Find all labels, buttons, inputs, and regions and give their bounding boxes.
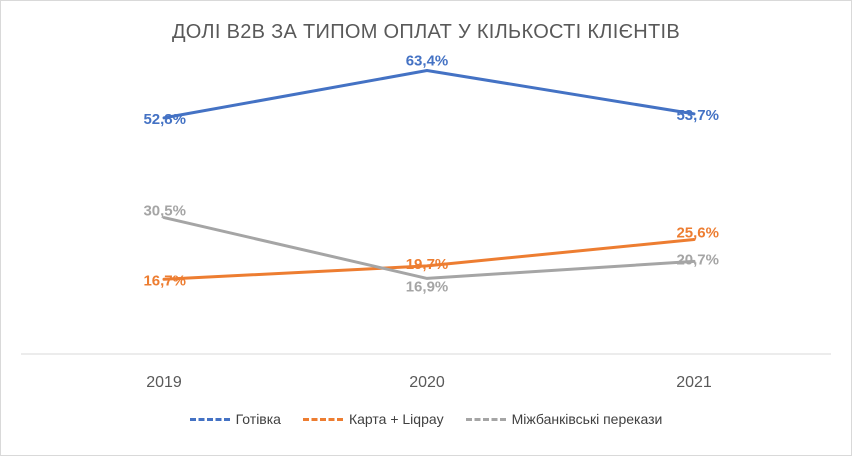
data-label: 16,9%: [406, 278, 449, 295]
legend-item: Міжбанківські перекази: [465, 411, 663, 427]
x-tick-label: 2019: [146, 374, 182, 391]
data-label: 25,6%: [676, 225, 719, 242]
data-label: 63,4%: [406, 53, 449, 70]
series-line: [162, 216, 696, 280]
data-label: 19,7%: [406, 256, 449, 273]
data-label: 20,7%: [676, 251, 719, 268]
x-tick-label: 2020: [409, 374, 445, 391]
data-label: 16,7%: [143, 272, 186, 289]
legend-item: Готівка: [189, 411, 281, 427]
data-label: 30,5%: [143, 203, 186, 220]
legend-label: Міжбанківські перекази: [511, 411, 663, 427]
data-label: 53,7%: [676, 107, 719, 124]
legend-label: Карта + Liqpay: [348, 411, 444, 427]
series-line: [162, 238, 696, 281]
legend-swatch: [465, 417, 506, 421]
data-label: 52,8%: [143, 111, 186, 128]
legend-swatch: [302, 417, 343, 421]
legend-swatch: [189, 417, 230, 421]
chart-title: ДОЛІ B2B ЗА ТИПОМ ОПЛАТ У КІЛЬКОСТІ КЛІЄ…: [171, 21, 681, 43]
legend-label: Готівка: [235, 411, 281, 427]
chart-legend: Готівка Карта + Liqpay Міжбанківські перек…: [1, 411, 851, 427]
legend-item: Карта + Liqpay: [302, 411, 444, 427]
x-tick-label: 2021: [676, 374, 712, 391]
series-line: [162, 69, 696, 120]
